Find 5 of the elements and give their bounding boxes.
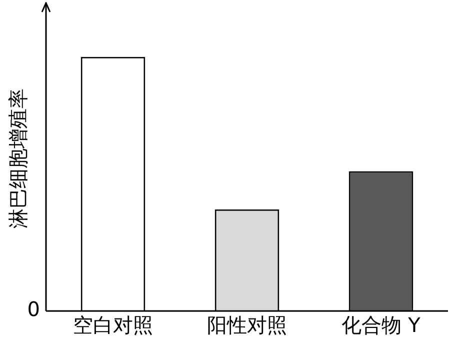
x-tick-label: 空白对照 — [73, 313, 153, 338]
x-tick-label: 阳性对照 — [207, 313, 287, 338]
x-tick-label: 化合物 Y — [342, 313, 422, 338]
text: 0 — [27, 297, 40, 322]
y-axis-title: 淋巴细胞增殖率 — [6, 88, 30, 228]
